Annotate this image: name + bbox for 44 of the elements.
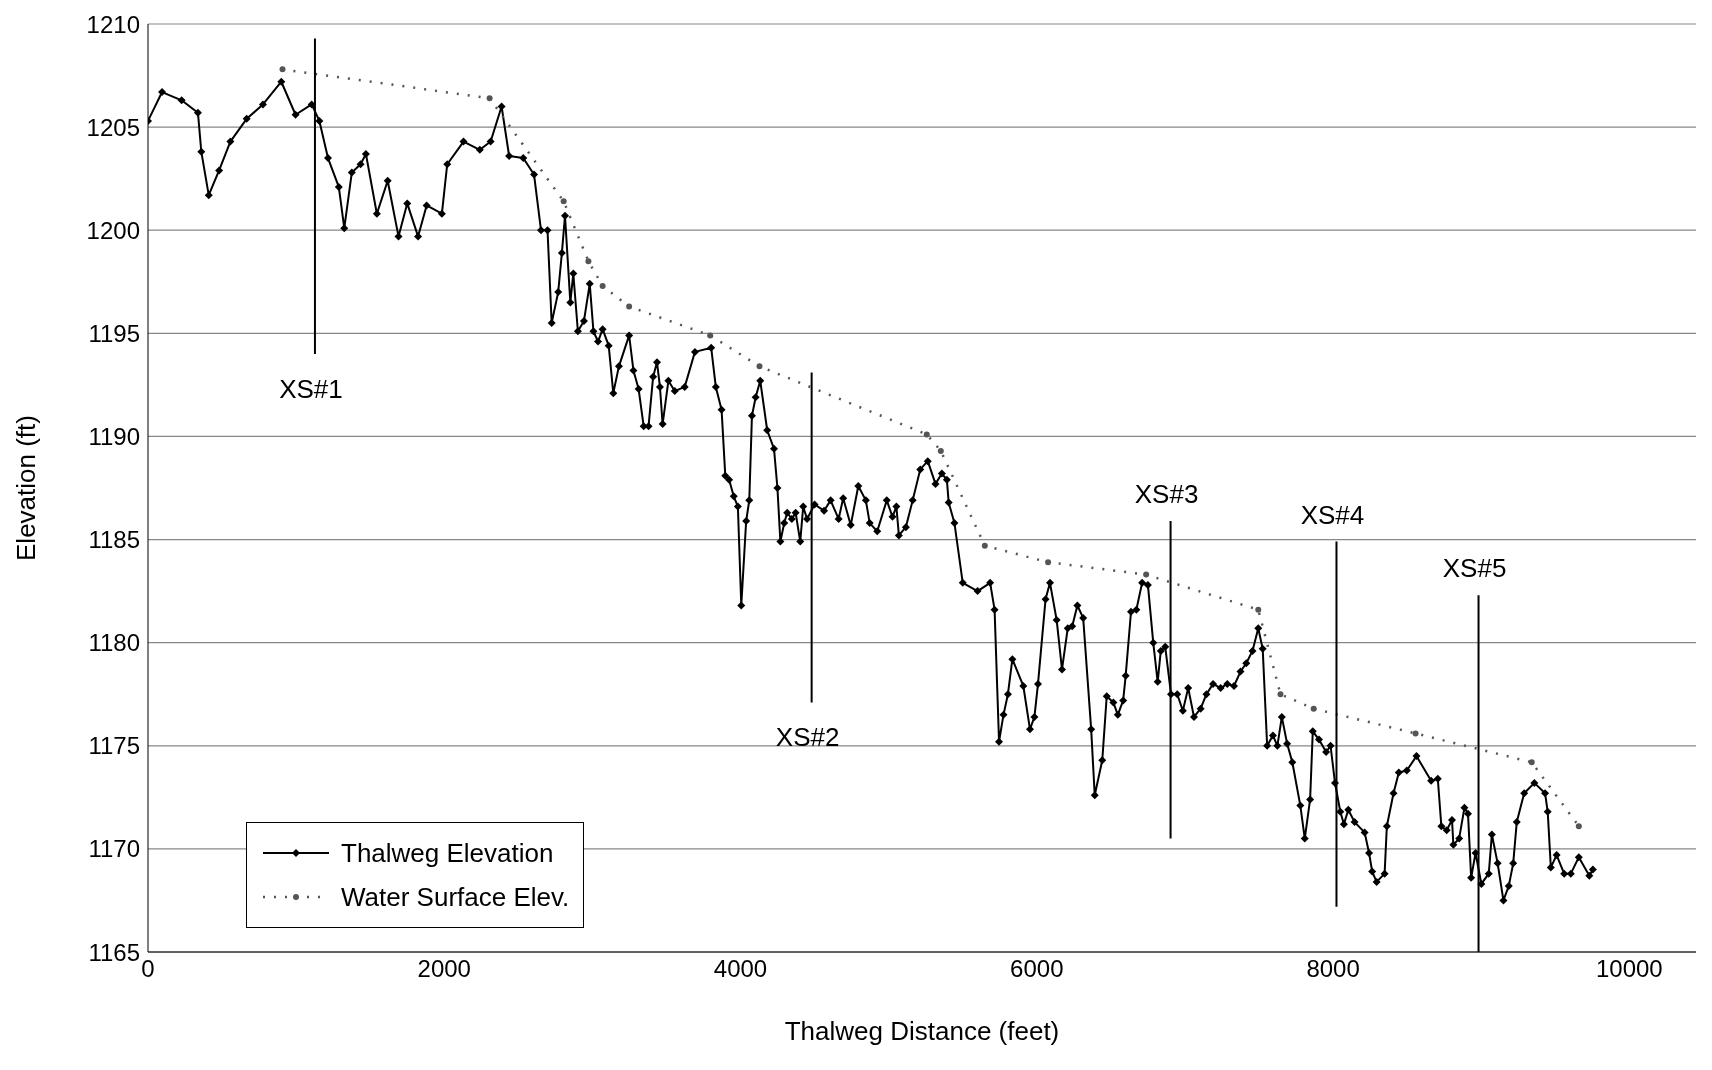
series-label: XS#5 <box>1442 553 1507 584</box>
point <box>937 447 944 454</box>
point <box>599 282 606 289</box>
y-tick-label: 1165 <box>88 938 140 966</box>
point <box>486 95 493 102</box>
y-tick-label: 1190 <box>88 422 140 450</box>
series-label: XS#2 <box>775 722 840 753</box>
x-tick-label: 0 <box>141 955 155 983</box>
point <box>1310 705 1317 712</box>
series-label: XS#3 <box>1134 479 1199 509</box>
point <box>1412 730 1419 737</box>
point <box>585 258 592 265</box>
y-tick-label: 1175 <box>88 732 140 760</box>
x-tick-label: 6000 <box>1010 955 1064 983</box>
point <box>1255 606 1262 613</box>
y-tick-label: 1185 <box>88 526 140 554</box>
point <box>1143 571 1150 578</box>
y-tick-label: 1210 <box>86 10 140 38</box>
point <box>1277 691 1284 698</box>
legend-label: Thalweg Elevation <box>341 837 554 869</box>
y-axis-title: Elevation (ft) <box>11 415 42 561</box>
point <box>756 363 763 370</box>
y-tick-label: 1180 <box>88 629 140 657</box>
y-tick-label: 1170 <box>88 835 140 863</box>
series-label: XS#1 <box>279 373 343 404</box>
x-tick-label: 2000 <box>417 955 471 983</box>
y-tick-label: 1200 <box>86 216 140 244</box>
series-label: XS#4 <box>1300 499 1365 530</box>
x-tick-label: 10000 <box>1595 955 1663 983</box>
x-tick-label: 4000 <box>713 955 768 983</box>
y-tick-label: 1195 <box>88 319 140 347</box>
point <box>1575 823 1582 830</box>
y-tick-label: 1205 <box>86 113 140 141</box>
legend-label: Water Surface Elev. <box>341 881 570 913</box>
point <box>981 542 988 549</box>
point <box>923 431 930 438</box>
point <box>279 66 286 73</box>
point <box>707 332 714 339</box>
x-axis-title: Thalweg Distance (feet) <box>784 1016 1060 1046</box>
point <box>560 198 567 205</box>
point <box>626 303 633 310</box>
point <box>1528 759 1535 766</box>
x-tick-label: 8000 <box>1306 955 1360 983</box>
point <box>1045 559 1052 566</box>
